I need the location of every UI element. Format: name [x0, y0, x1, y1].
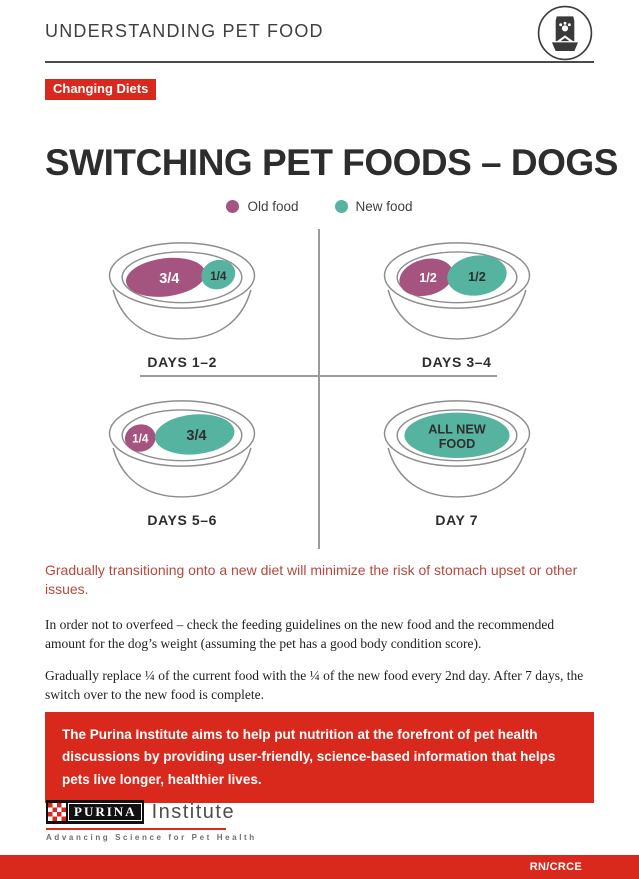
bowl-caption: DAYS 5–6	[147, 512, 218, 528]
grid-divider-horizontal	[140, 375, 497, 377]
purina-wordmark: PURINA	[68, 803, 142, 821]
bowl-graphic-days-1-2: 3/4 1/4	[109, 242, 256, 340]
logo-underline	[46, 828, 226, 830]
svg-text:FOOD: FOOD	[438, 437, 475, 451]
svg-text:3/4: 3/4	[187, 428, 207, 444]
bowl-graphic-day-7: ALL NEW FOOD	[383, 400, 530, 498]
logo-tagline: Advancing Science for Pet Health	[46, 833, 257, 842]
topic-badge: Changing Diets	[45, 79, 157, 101]
new-food-dot-icon	[334, 200, 348, 213]
pet-food-bag-and-bowl-icon	[536, 4, 594, 62]
svg-text:1/2: 1/2	[468, 270, 486, 284]
bowl-graphic-days-3-4: 1/2 1/2	[383, 242, 530, 340]
purina-institute-logo: PURINA Institute Advancing Science for P…	[46, 800, 257, 842]
paragraph: Gradually replace ¼ of the current food …	[45, 667, 584, 703]
bowl-diagram-grid: 3/4 1/4 DAYS 1–2 1/2 1/2 DAYS 3–4	[45, 228, 594, 546]
svg-text:ALL NEW: ALL NEW	[428, 423, 486, 437]
legend-item-old-food: Old food	[226, 199, 299, 214]
paragraph: In order not to overfeed – check the fee…	[45, 616, 555, 652]
grid-divider-vertical	[318, 229, 320, 549]
page-title: SWITCHING PET FOODS – DOGS	[45, 141, 618, 183]
purina-checkerboard-icon	[48, 803, 66, 821]
legend-item-new-food: New food	[334, 199, 413, 214]
bottom-bar: RN/CRCE	[0, 855, 639, 879]
legend: Old food New food	[0, 199, 639, 214]
svg-text:1/4: 1/4	[210, 270, 227, 283]
legend-old-label: Old food	[247, 199, 299, 214]
bowl-days-1-2: 3/4 1/4 DAYS 1–2	[45, 228, 320, 376]
legend-new-label: New food	[355, 199, 413, 214]
bowl-days-3-4: 1/2 1/2 DAYS 3–4	[320, 228, 595, 376]
bowl-day-7: ALL NEW FOOD DAY 7	[320, 376, 595, 546]
highlight-sentence: Gradually transitioning onto a new diet …	[45, 562, 578, 597]
document-header-title: UNDERSTANDING PET FOOD	[45, 21, 324, 41]
svg-text:1/2: 1/2	[419, 271, 437, 285]
header-divider	[45, 61, 594, 63]
bowl-caption: DAY 7	[435, 512, 479, 528]
mission-callout: The Purina Institute aims to help put nu…	[45, 712, 594, 803]
old-food-dot-icon	[226, 200, 240, 213]
bowl-graphic-days-5-6: 1/4 3/4	[109, 400, 256, 498]
svg-text:1/4: 1/4	[132, 433, 149, 446]
document-code: RN/CRCE	[529, 861, 582, 873]
institute-wordmark: Institute	[151, 800, 236, 823]
purina-logo-box: PURINA	[46, 800, 144, 824]
bowl-caption: DAYS 1–2	[147, 354, 218, 370]
bowl-days-5-6: 1/4 3/4 DAYS 5–6	[45, 376, 320, 546]
bowl-caption: DAYS 3–4	[421, 354, 492, 370]
svg-text:3/4: 3/4	[159, 271, 179, 287]
